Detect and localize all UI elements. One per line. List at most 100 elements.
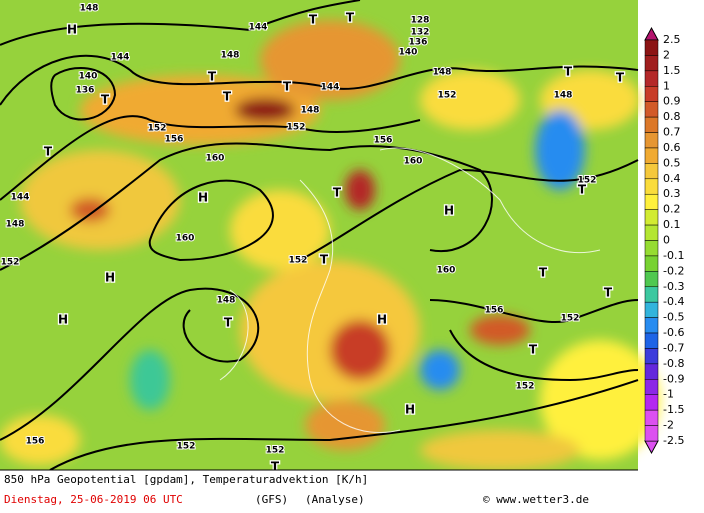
colorbar-label: 2	[663, 48, 670, 61]
contour-label: 152	[266, 446, 285, 456]
colorbar-bin	[644, 147, 659, 164]
contour-label: 160	[404, 157, 423, 167]
colorbar: 2.5 2 1.5 1 0.9 0.8 0.7 0.6 0.5 0.4 0.3 0.2 0.1 0 -0.1…	[644, 26, 684, 455]
contour-label: 160	[176, 234, 195, 244]
colorbar-bin	[644, 301, 659, 318]
colorbar-label: 0.7	[663, 126, 681, 139]
contour-label: 136	[76, 86, 95, 96]
colorbar-cap	[644, 26, 659, 41]
pressure-center: T	[616, 71, 625, 85]
colorbar-bin	[644, 379, 659, 395]
colorbar-label: -0.2	[663, 264, 684, 277]
colorbar-bin	[644, 116, 659, 133]
colorbar-bin	[644, 209, 659, 226]
colorbar-bin	[644, 163, 659, 180]
pressure-center: T	[223, 90, 232, 104]
contour-label: 152	[578, 176, 597, 186]
colorbar-label: 0.4	[663, 172, 681, 185]
colorbar-bin	[644, 286, 659, 303]
colorbar-bin	[644, 425, 659, 442]
pressure-center: T	[333, 186, 342, 200]
pressure-center: T	[320, 253, 329, 267]
colorbar-label: 2.5	[663, 33, 681, 46]
colorbar-bin	[644, 70, 659, 87]
contour-label: 140	[399, 48, 418, 58]
colorbar-cap	[644, 440, 659, 455]
colorbar-label: 0.9	[663, 95, 681, 108]
footer-model: (GFS)	[255, 493, 288, 506]
contour-label: 160	[206, 154, 225, 164]
contour-label: 148	[6, 220, 25, 230]
map-labels: HT T144148128132136140144140136T148TT144T…	[0, 3, 626, 475]
contour-label: 152	[289, 256, 308, 266]
footer-run: (Analyse)	[305, 493, 365, 506]
contour-label: 148	[301, 106, 320, 116]
colorbar-label: -1	[663, 388, 674, 401]
pressure-center: T	[539, 266, 548, 280]
colorbar-label: 0.6	[663, 141, 681, 154]
pressure-center: T	[309, 13, 318, 27]
contour-label: 148	[433, 68, 452, 78]
coastlines	[219, 147, 601, 434]
colorbar-bin	[644, 101, 659, 118]
pressure-center: T	[604, 286, 613, 300]
contour-label: 156	[165, 135, 184, 145]
contour-label: 156	[26, 437, 45, 447]
contour-label: 152	[438, 91, 457, 101]
colorbar-bin	[644, 255, 659, 272]
colorbar-label: 0.1	[663, 218, 681, 231]
colorbar-bin	[644, 409, 659, 426]
contour-label: 156	[374, 136, 393, 146]
contour-label: 152	[148, 124, 167, 134]
colorbar-label: -0.4	[663, 295, 684, 308]
colorbar-label: -1.5	[663, 403, 684, 416]
contour-label: 128	[411, 16, 430, 26]
contour-label: 156	[485, 306, 504, 316]
pressure-center: T	[44, 145, 53, 159]
contour-label: 152	[561, 314, 580, 324]
footer-background	[0, 470, 704, 513]
colorbar-label: 1.5	[663, 64, 681, 77]
contour-label: 148	[221, 51, 240, 61]
colorbar-bin	[644, 394, 659, 411]
colorbar-bin	[644, 271, 659, 288]
contour-label: 144	[321, 83, 340, 93]
footer-credit: © www.wetter3.de	[483, 493, 589, 506]
colorbar-bin	[644, 55, 659, 72]
colorbar-label: -0.9	[663, 372, 684, 385]
contour-label: 148	[217, 296, 236, 306]
colorbar-label: 0	[663, 234, 670, 247]
contour-label: 144	[11, 193, 30, 203]
contour-label: 136	[409, 38, 428, 48]
colorbar-bin	[644, 363, 659, 380]
colorbar-label: 1	[663, 79, 670, 92]
pressure-center: H	[67, 23, 77, 37]
pressure-center: H	[58, 313, 68, 327]
colorbar-label: -0.8	[663, 357, 684, 370]
contour-label: 160	[437, 266, 456, 276]
contour-label: 144	[111, 53, 130, 63]
pressure-center: T	[578, 183, 587, 197]
pressure-center: T	[346, 11, 355, 25]
contour-label: 148	[554, 91, 573, 101]
advection-field	[0, 20, 660, 470]
colorbar-bin	[644, 240, 659, 257]
footer-title: 850 hPa Geopotential [gpdam], Temperatur…	[4, 473, 368, 486]
colorbar-label: -0.1	[663, 249, 684, 262]
colorbar-bin	[644, 193, 659, 210]
colorbar-label: -2	[663, 419, 674, 432]
contour-label: 152	[516, 382, 535, 392]
pressure-center: T	[271, 460, 280, 474]
pressure-center: H	[405, 403, 415, 417]
colorbar-label: -0.7	[663, 341, 684, 354]
colorbar-bin	[644, 348, 659, 365]
colorbar-label: -0.5	[663, 311, 684, 324]
colorbar-bin	[644, 224, 659, 241]
colorbar-label: -0.3	[663, 280, 684, 293]
pressure-center: H	[444, 204, 454, 218]
contour-label: 132	[411, 28, 430, 38]
colorbar-bin	[644, 86, 659, 102]
colorbar-label: 0.2	[663, 203, 681, 216]
geopotential-contours	[0, 0, 639, 471]
